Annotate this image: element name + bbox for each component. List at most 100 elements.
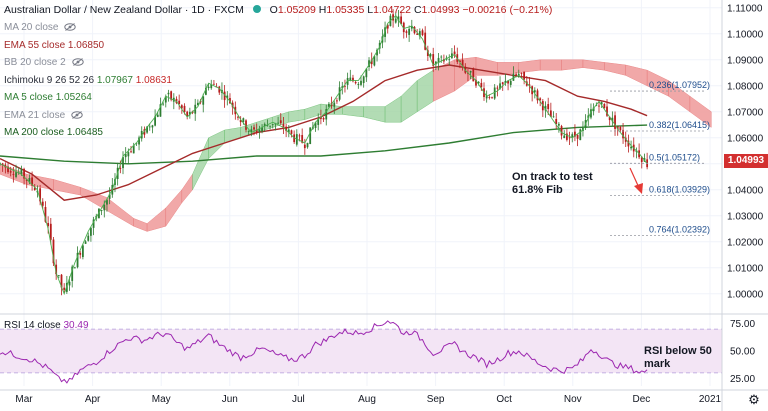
ohlc-open-label: O <box>269 4 278 16</box>
candle-up <box>306 142 309 148</box>
candle-up <box>429 54 432 57</box>
candle-up <box>630 146 632 149</box>
time-tick-label: Jul <box>292 394 305 405</box>
candle-down <box>47 222 50 227</box>
candle-down <box>130 151 132 153</box>
candle-down <box>402 22 405 33</box>
indicator-row[interactable]: EMA 55 close 1.06850 <box>4 40 104 51</box>
candle-up <box>247 131 250 132</box>
candle-up <box>346 78 349 85</box>
fib-arrow-head <box>634 183 643 194</box>
candle-up <box>504 80 507 84</box>
candle-up <box>563 135 566 139</box>
candle-up <box>164 96 167 103</box>
ma200-path <box>0 124 648 165</box>
candle-up <box>557 123 560 126</box>
candle-up <box>108 194 111 199</box>
gear-icon[interactable]: ⚙ <box>748 392 760 407</box>
candle-up <box>579 129 582 141</box>
candle-down <box>424 32 427 50</box>
candle-down <box>640 157 643 162</box>
candle-down <box>79 252 82 255</box>
candle-up <box>434 61 437 65</box>
candle-up <box>28 178 31 183</box>
candle-up <box>271 124 274 125</box>
candle-down <box>213 83 215 85</box>
candle-down <box>416 33 419 35</box>
candle-up <box>376 49 378 56</box>
candle-up <box>277 122 280 124</box>
candle-up <box>210 84 213 89</box>
candle-down <box>253 127 255 130</box>
candle-down <box>488 97 491 98</box>
candle-down <box>180 105 183 109</box>
rsi-panel <box>0 320 722 384</box>
candle-up <box>362 76 365 84</box>
candle-down <box>501 82 504 84</box>
indicator-row[interactable]: MA 5 close 1.05264 <box>4 92 92 103</box>
candle-down <box>453 51 456 55</box>
candle-up <box>68 281 71 286</box>
candle-up <box>250 129 253 133</box>
candlesticks <box>0 9 649 296</box>
rsi-tick-label: 50.00 <box>730 347 755 358</box>
candle-up <box>493 87 496 99</box>
candle-up <box>410 25 413 29</box>
fib-level-label: 0.764(1.02392) <box>649 225 710 235</box>
candle-up <box>611 117 614 122</box>
time-tick-label: 2021 <box>699 394 722 405</box>
rsi-title[interactable]: RSI 14 close <box>4 320 61 331</box>
candle-down <box>186 111 189 117</box>
candle-up <box>368 60 370 68</box>
candle-up <box>207 86 210 89</box>
candle-up <box>266 125 269 127</box>
candle-up <box>156 114 159 117</box>
candle-down <box>218 86 221 93</box>
ohlc-close: 1.04993 <box>421 4 460 16</box>
candle-up <box>365 68 368 78</box>
eye-off-icon[interactable] <box>72 58 84 66</box>
indicator-row[interactable]: Ichimoku 9 26 52 26 1.07967 1.08631 <box>4 75 172 86</box>
candle-up <box>509 80 512 85</box>
candle-up <box>437 57 440 63</box>
fib-annotation-line1: On track to test <box>512 171 593 183</box>
candle-up <box>328 103 330 107</box>
ohlc-high-label: H <box>318 4 327 16</box>
time-tick-label: Aug <box>358 394 376 405</box>
eye-off-icon[interactable] <box>71 110 83 119</box>
candle-down <box>9 171 12 173</box>
indicator-value: 1.06850 <box>65 39 105 51</box>
price-tick-label: 1.10000 <box>727 29 764 40</box>
candle-up <box>317 118 320 125</box>
candle-down <box>520 73 523 74</box>
eye-off-icon[interactable] <box>64 23 77 31</box>
candle-down <box>282 124 285 129</box>
indicator-row[interactable]: EMA 21 close <box>4 110 83 121</box>
rsi-annotation-line1: RSI below 50 <box>644 345 712 357</box>
indicator-label: MA 20 close <box>4 22 59 33</box>
candle-up <box>261 127 263 132</box>
indicator-row[interactable]: MA 200 close 1.06485 <box>4 127 103 138</box>
candle-down <box>23 168 25 179</box>
symbol-title[interactable]: Australian Dollar / New Zealand Dollar ·… <box>4 4 244 16</box>
chart-header: Australian Dollar / New Zealand Dollar ·… <box>4 4 552 16</box>
fib-level-label: 0.382(1.06415) <box>649 120 710 130</box>
ohlc-low: 1.04722 <box>373 4 412 16</box>
candle-down <box>354 81 357 84</box>
indicator-label: Ichimoku 9 26 52 26 <box>4 74 95 86</box>
candle-down <box>555 119 558 124</box>
candle-up <box>151 125 154 128</box>
candle-down <box>405 31 408 33</box>
candle-up <box>122 157 124 169</box>
indicator-row[interactable]: MA 20 close <box>4 22 77 33</box>
candle-down <box>496 87 499 89</box>
candle-down <box>245 120 247 130</box>
indicator-label: BB 20 close 2 <box>4 57 66 68</box>
ohlc-close-label: C <box>413 4 422 16</box>
ohlc-low-label: L <box>367 4 374 16</box>
candle-down <box>603 103 606 109</box>
price-tick-label: 1.06000 <box>727 133 764 144</box>
candle-up <box>592 107 595 112</box>
candle-down <box>606 106 608 116</box>
indicator-row[interactable]: BB 20 close 2 <box>4 57 84 68</box>
